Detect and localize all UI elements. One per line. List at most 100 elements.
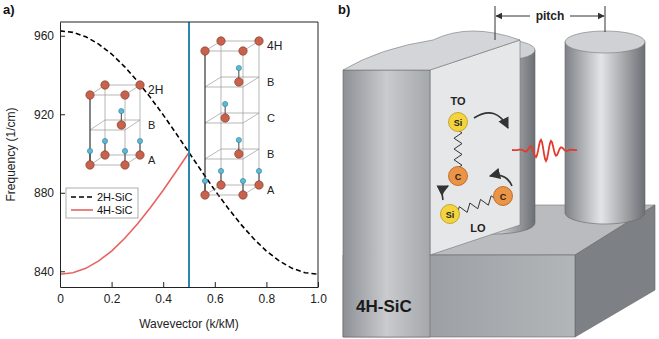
atom-label: C — [455, 172, 462, 182]
y-tick-mark — [60, 271, 65, 272]
cell-plane — [205, 149, 259, 159]
pillar-top — [565, 31, 645, 53]
cell-edge — [105, 85, 106, 155]
panel-label: b) — [338, 2, 350, 17]
pillar-body — [565, 42, 645, 224]
carbon-atom — [87, 148, 92, 153]
silicon-atom — [117, 121, 125, 129]
silicon-atom — [255, 181, 263, 189]
silicon-atom — [121, 91, 129, 99]
silicon-atom — [235, 78, 243, 86]
pitch-guide — [605, 6, 606, 32]
x-axis-title: Wavevector (k/kM) — [139, 317, 239, 331]
plot-marks — [60, 22, 318, 287]
x-tick-label: 0 — [57, 292, 64, 306]
carbon-atom — [223, 101, 228, 106]
silicon-atom — [201, 191, 209, 199]
layer-label: A — [267, 184, 275, 196]
mode-label: TO — [450, 95, 466, 107]
layer-label: B — [267, 76, 274, 88]
legend-label: 2H-SiC — [97, 191, 133, 203]
y-tick-label: 960 — [34, 29, 54, 43]
y-tick: 960 — [34, 29, 65, 43]
cell-edge — [221, 41, 222, 185]
pitch-arrow — [570, 16, 604, 17]
atom-label: Si — [446, 210, 455, 220]
y-tick: 920 — [34, 108, 65, 122]
carbon-atom — [236, 65, 241, 70]
panel-label: a) — [3, 2, 15, 17]
slab-front — [343, 70, 430, 337]
figure: a) 0 0.2 0.4 0.6 0.8 1.0 840 880 920 960 Wavevector… — [0, 0, 659, 339]
carbon-atom — [202, 178, 207, 183]
x-tick: 0.2 — [104, 282, 121, 306]
silicon-atom — [86, 91, 94, 99]
y-tick: 880 — [34, 186, 65, 200]
frame-right — [318, 22, 319, 287]
crystal-inset: BA2H — [86, 81, 164, 169]
silicon-atom — [239, 191, 247, 199]
silicon-atom — [221, 114, 229, 122]
slab-top — [343, 31, 520, 70]
atom-label: C — [500, 192, 507, 202]
cell-plane — [90, 155, 140, 165]
panel-a: a) 0 0.2 0.4 0.6 0.8 1.0 840 880 920 960 Wavevector… — [3, 2, 327, 331]
y-tick-mark — [60, 114, 65, 115]
x-tick-label: 0.4 — [155, 292, 172, 306]
y-tick-mark — [60, 193, 65, 194]
carbon-atom — [256, 168, 261, 173]
silicon-atom — [101, 151, 109, 159]
silicon-atom — [235, 150, 243, 158]
y-tick-label: 840 — [34, 265, 54, 279]
y-tick-label: 880 — [34, 186, 54, 200]
panel-b: b)pitchSiCTOSiCLO4H-SiC — [338, 2, 655, 337]
silicon-atom — [136, 81, 144, 89]
legend-swatch — [71, 209, 93, 211]
carbon-atom — [236, 137, 241, 142]
cell-plane — [205, 113, 259, 123]
cell-edge — [89, 95, 90, 165]
y-tick: 840 — [34, 265, 65, 279]
layer-label: C — [267, 112, 275, 124]
silicon-atom — [239, 47, 247, 55]
legend: 2H-SiC4H-SiC — [66, 188, 138, 218]
cell-edge — [243, 51, 244, 195]
silicon-atom — [201, 47, 209, 55]
silicon-atom — [86, 161, 94, 169]
x-tick-mark — [112, 282, 113, 287]
conversion-arrow — [474, 113, 508, 128]
x-tick: 0.8 — [259, 282, 276, 306]
legend-label: 4H-SiC — [97, 204, 133, 216]
substrate-label: 4H-SiC — [356, 297, 412, 316]
cell-plane — [205, 185, 259, 195]
conversion-arrow — [490, 175, 512, 186]
crystal-inset: BCBA4H — [201, 37, 283, 199]
cell-plane — [205, 77, 259, 87]
carbon-atom — [240, 178, 245, 183]
silicon-atom — [255, 37, 263, 45]
y-tick-label: 920 — [34, 108, 54, 122]
vertical-line — [188, 22, 190, 287]
pillar — [565, 31, 645, 224]
x-axis-line — [61, 287, 319, 288]
si-atom — [449, 113, 468, 132]
carbon-atom — [137, 138, 142, 143]
silicon-atom — [217, 37, 225, 45]
layer-label: B — [148, 119, 155, 131]
silicon-atom — [101, 81, 109, 89]
silicon-atom — [136, 151, 144, 159]
carbon-atom — [122, 148, 127, 153]
inset-label: 2H — [148, 83, 163, 97]
x-axis: 0 0.2 0.4 0.6 0.8 1.0 — [57, 282, 327, 306]
x-tick-label: 1.0 — [310, 292, 327, 306]
y-axis: 840 880 920 960 — [34, 23, 65, 288]
cell-edge — [140, 85, 141, 155]
x-tick-label: 0.2 — [104, 292, 121, 306]
pitch-guide — [495, 6, 496, 40]
x-tick: 0.6 — [207, 282, 224, 306]
conversion-arrow — [442, 186, 448, 200]
cell-edge — [259, 41, 260, 185]
x-tick: 0.4 — [155, 282, 172, 306]
cell-edge — [204, 51, 205, 195]
carbon-atom — [102, 138, 107, 143]
